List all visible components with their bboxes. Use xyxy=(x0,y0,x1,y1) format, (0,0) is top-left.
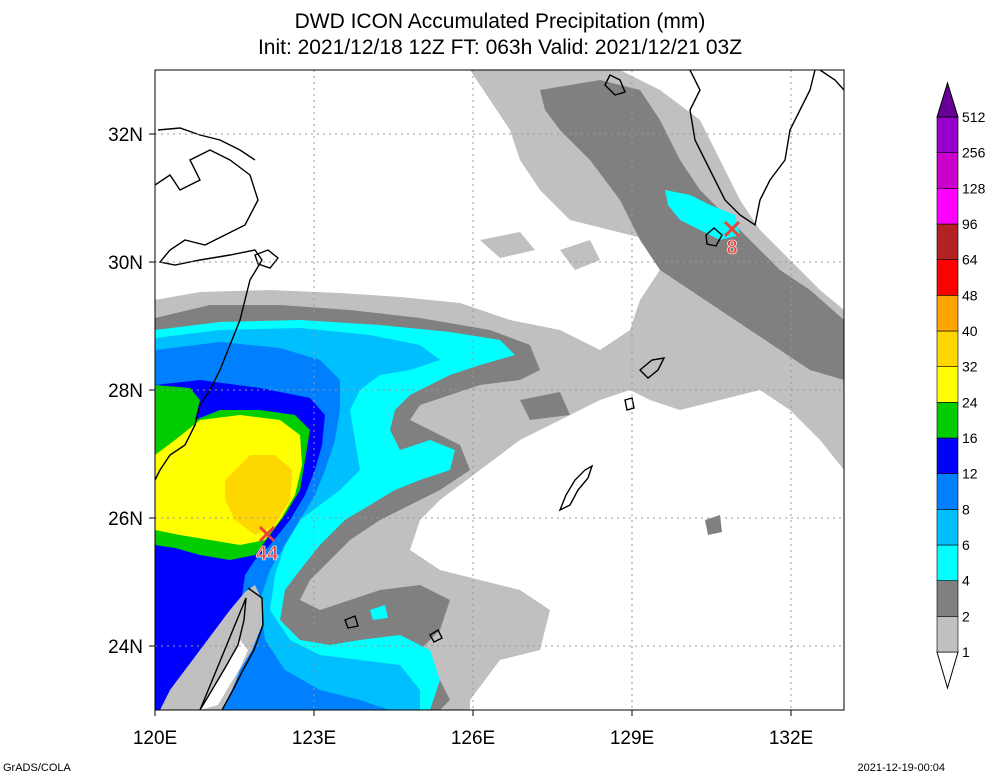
colorbar-segment xyxy=(936,580,959,617)
lat-label-26: 26N xyxy=(108,509,143,530)
colorbar-segment xyxy=(936,366,959,403)
colorbar-segment xyxy=(936,259,959,296)
colorbar-segment xyxy=(936,544,959,581)
colorbar-label: 4 xyxy=(962,573,970,589)
colorbar-label: 512 xyxy=(962,109,986,125)
lat-label-28: 28N xyxy=(108,381,143,402)
colorbar-label: 256 xyxy=(962,145,986,161)
colorbar-label: 48 xyxy=(962,287,978,303)
marker-x-icon xyxy=(258,525,276,543)
colorbar-label: 32 xyxy=(962,359,978,375)
colorbar-segment xyxy=(936,509,959,546)
shikoku-coast xyxy=(819,70,844,91)
tick-marks xyxy=(149,133,792,716)
colorbar-segment xyxy=(936,188,959,225)
chart-subtitle: Init: 2021/12/18 12Z FT: 063h Valid: 202… xyxy=(257,36,743,59)
lon-label-129: 129E xyxy=(610,728,654,749)
taiwan-land xyxy=(160,585,262,710)
colorbar-segment xyxy=(936,330,959,367)
precip-spot-1-2 xyxy=(480,232,535,258)
amami-oshima xyxy=(638,357,666,379)
korea-islands xyxy=(604,74,626,96)
coastlines xyxy=(155,70,844,710)
colorbar-label: 64 xyxy=(962,252,978,268)
precip-band-2-4-north xyxy=(540,80,844,380)
footer-timestamp: 2021-12-19-00:04 xyxy=(857,762,945,774)
colorbar-segment-below xyxy=(936,651,959,690)
colorbar-label: 96 xyxy=(962,216,978,232)
lat-label-30: 30N xyxy=(108,253,143,274)
colorbar-segment xyxy=(936,152,959,189)
precip-band-32-40 xyxy=(225,455,292,535)
taiwan-land-inner xyxy=(200,640,248,710)
china-coast xyxy=(155,149,263,481)
lon-label-126: 126E xyxy=(451,728,495,749)
okinawa xyxy=(558,464,594,512)
yangtze-estuary xyxy=(157,127,256,161)
marker-x-icon xyxy=(723,220,741,238)
marker-value-north: 8 xyxy=(726,237,737,259)
colorbar-segment xyxy=(936,223,959,260)
precip-spot-2-4c xyxy=(760,285,820,315)
footer-credit: GrADS/COLA xyxy=(3,762,71,774)
colorbar-segment xyxy=(936,116,959,153)
colorbar-label: 6 xyxy=(962,537,970,553)
lat-labels: 32N 30N 28N 26N 24N xyxy=(108,125,143,658)
lon-label-132: 132E xyxy=(769,728,813,749)
colorbar-label: 12 xyxy=(962,466,978,482)
max-marker-south: 44 xyxy=(256,525,279,565)
colorbar-segment xyxy=(936,295,959,332)
lon-labels: 120E 123E 126E 129E 132E xyxy=(133,728,813,749)
precip-spot-1-2b xyxy=(560,240,600,270)
colorbar-label: 40 xyxy=(962,323,978,339)
colorbar-segment xyxy=(936,616,959,653)
taiwan-coast xyxy=(199,587,264,710)
colorbar-label: 1 xyxy=(962,644,970,660)
colorbar-label: 2 xyxy=(962,608,970,624)
colorbar-segment xyxy=(936,473,959,510)
miyako xyxy=(429,628,443,643)
tanegashima xyxy=(705,227,723,247)
max-marker-north: 8 xyxy=(723,220,741,259)
colorbar-segment xyxy=(936,437,959,474)
yonaguni xyxy=(344,615,359,629)
lon-label-120: 120E xyxy=(133,728,177,749)
marker-value-south: 44 xyxy=(256,543,279,565)
tokunoshima xyxy=(624,397,635,411)
lat-label-32: 32N xyxy=(108,125,143,146)
colorbar-label: 8 xyxy=(962,501,970,517)
kyushu-coast xyxy=(689,70,816,227)
lat-label-24: 24N xyxy=(108,637,143,658)
lon-label-123: 123E xyxy=(292,728,336,749)
precip-spot-4-6 xyxy=(370,605,388,620)
precip-spot-2-4a xyxy=(520,392,570,420)
colorbar-label: 128 xyxy=(962,180,986,196)
colorbar-segment-above xyxy=(936,81,959,118)
precip-band-4-6-north xyxy=(665,190,740,240)
chart-title: DWD ICON Accumulated Precipitation (mm) xyxy=(294,10,706,33)
colorbar-label: 16 xyxy=(962,430,978,446)
precip-spot-2-4b xyxy=(705,515,722,535)
colorbar-label: 24 xyxy=(962,394,978,410)
colorbar-segment xyxy=(936,402,959,439)
